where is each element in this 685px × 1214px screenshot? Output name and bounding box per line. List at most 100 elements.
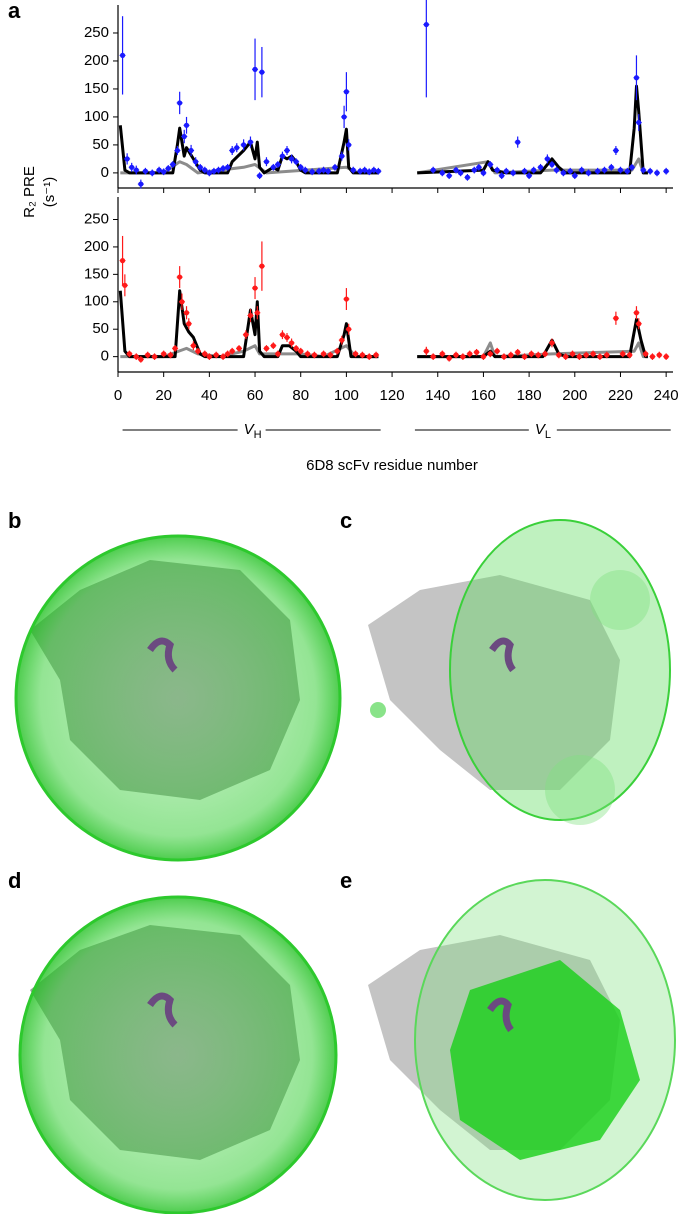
- point: [579, 167, 585, 173]
- x-tick-label: 40: [201, 387, 218, 404]
- point: [225, 164, 231, 170]
- point: [119, 258, 126, 264]
- point: [215, 167, 222, 173]
- point: [304, 351, 311, 357]
- point: [259, 69, 265, 75]
- point: [362, 167, 368, 173]
- point: [339, 337, 345, 343]
- structure-render: [368, 519, 671, 825]
- panel-label: e: [340, 868, 352, 893]
- point: [627, 352, 633, 358]
- point: [320, 167, 327, 173]
- x-tick-label: 60: [247, 387, 264, 404]
- point: [487, 351, 493, 357]
- point: [263, 345, 270, 352]
- point: [476, 164, 482, 170]
- point: [499, 173, 505, 179]
- point: [480, 354, 487, 360]
- point: [375, 168, 381, 174]
- point: [636, 321, 642, 327]
- point: [423, 21, 429, 28]
- y-tick-label: 0: [101, 348, 109, 365]
- point: [236, 345, 242, 352]
- point: [467, 351, 473, 357]
- point: [252, 66, 258, 72]
- x-tick-label: 240: [654, 387, 679, 404]
- point: [332, 164, 338, 170]
- point: [316, 168, 322, 174]
- point: [124, 156, 130, 162]
- point: [275, 161, 281, 168]
- point: [190, 343, 196, 349]
- point: [549, 161, 555, 168]
- point: [508, 352, 514, 358]
- point: [202, 167, 208, 173]
- point: [601, 167, 608, 173]
- line: [118, 84, 648, 175]
- point: [633, 310, 640, 316]
- point: [357, 168, 363, 174]
- point: [494, 348, 500, 354]
- panel-label: a: [8, 0, 21, 23]
- point: [229, 147, 235, 154]
- point: [430, 167, 436, 173]
- point: [225, 351, 231, 357]
- point: [243, 332, 249, 338]
- point: [371, 167, 377, 173]
- point: [195, 348, 201, 354]
- point: [346, 326, 352, 332]
- point: [642, 351, 649, 357]
- panel-label: d: [8, 868, 21, 893]
- structure-render: [18, 895, 338, 1214]
- point: [576, 354, 582, 360]
- point: [126, 351, 133, 357]
- point: [302, 167, 308, 173]
- point: [446, 355, 452, 361]
- point: [149, 170, 155, 176]
- point: [298, 348, 304, 354]
- point: [453, 352, 459, 358]
- y-tick-label: 250: [84, 210, 109, 227]
- point: [202, 351, 208, 357]
- y-axis-label: R₂ PRE: [21, 166, 38, 218]
- point: [460, 354, 466, 360]
- line: [120, 341, 648, 359]
- point: [595, 168, 601, 174]
- point: [542, 351, 548, 357]
- point: [257, 173, 263, 179]
- point: [521, 354, 528, 360]
- point: [177, 274, 183, 280]
- point: [133, 354, 139, 360]
- point: [553, 167, 560, 173]
- x-tick-label: 220: [608, 387, 633, 404]
- point: [327, 352, 334, 358]
- point: [629, 164, 635, 170]
- x-tick-label: 180: [517, 387, 542, 404]
- x-tick-label: 140: [425, 387, 450, 404]
- point: [617, 167, 624, 173]
- point: [279, 332, 286, 338]
- x-tick-label: 80: [292, 387, 309, 404]
- point: [275, 351, 281, 357]
- region-subscript: L: [545, 429, 551, 441]
- point: [647, 168, 653, 174]
- point: [206, 354, 212, 360]
- point: [170, 161, 176, 168]
- point: [167, 352, 174, 358]
- point: [528, 351, 534, 357]
- point: [633, 75, 640, 81]
- point: [133, 167, 139, 173]
- point: [446, 173, 452, 179]
- y-tick-label: 0: [101, 164, 109, 181]
- point: [206, 170, 212, 176]
- point: [473, 349, 480, 355]
- point: [464, 174, 471, 180]
- point: [156, 167, 162, 173]
- point: [172, 345, 178, 352]
- x-axis-label: 6D8 scFv residue number: [306, 457, 478, 474]
- point: [663, 354, 669, 360]
- point: [346, 142, 352, 148]
- region-label-bg: [237, 419, 266, 441]
- point: [179, 299, 185, 305]
- point: [503, 168, 509, 174]
